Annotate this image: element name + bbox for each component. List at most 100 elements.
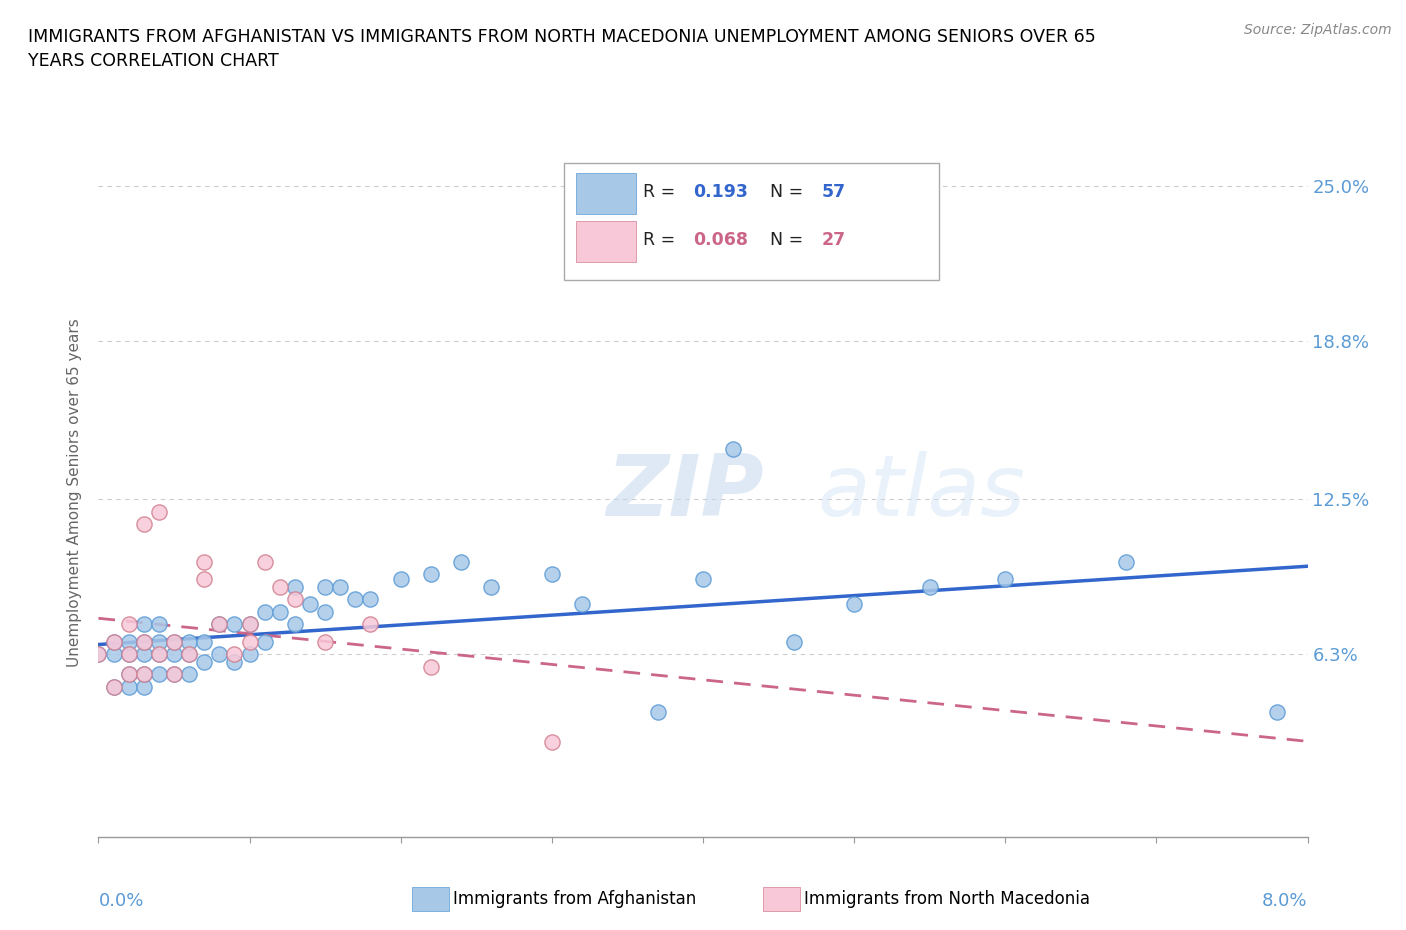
Point	[420, 566, 443, 581]
Point	[239, 634, 262, 649]
Point	[360, 591, 382, 606]
Point	[132, 634, 155, 649]
Point	[132, 667, 155, 682]
Point	[148, 647, 170, 662]
Point	[208, 617, 231, 631]
Point	[918, 579, 941, 594]
Point	[541, 735, 564, 750]
Point	[253, 554, 276, 569]
Point	[224, 655, 246, 670]
Point	[103, 680, 125, 695]
Point	[314, 604, 336, 619]
Point	[239, 617, 262, 631]
Point	[239, 647, 262, 662]
Point	[541, 566, 564, 581]
Point	[163, 634, 186, 649]
Point	[87, 647, 110, 662]
Point	[193, 572, 215, 587]
Text: atlas: atlas	[818, 451, 1026, 535]
Point	[179, 647, 201, 662]
Point	[179, 647, 201, 662]
Point	[163, 647, 186, 662]
Text: 0.193: 0.193	[693, 183, 748, 201]
Point	[224, 617, 246, 631]
Point	[148, 634, 170, 649]
Text: Source: ZipAtlas.com: Source: ZipAtlas.com	[1244, 23, 1392, 37]
Text: Immigrants from Afghanistan: Immigrants from Afghanistan	[453, 890, 696, 909]
Point	[148, 647, 170, 662]
Point	[389, 572, 412, 587]
Point	[103, 680, 125, 695]
Point	[844, 597, 866, 612]
Point	[481, 579, 503, 594]
Point	[179, 634, 201, 649]
Text: ZIP: ZIP	[606, 451, 763, 535]
Point	[253, 634, 276, 649]
Point	[148, 617, 170, 631]
Text: 8.0%: 8.0%	[1263, 892, 1308, 910]
Point	[179, 667, 201, 682]
Text: 0.068: 0.068	[693, 232, 748, 249]
Point	[132, 517, 155, 532]
Text: IMMIGRANTS FROM AFGHANISTAN VS IMMIGRANTS FROM NORTH MACEDONIA UNEMPLOYMENT AMON: IMMIGRANTS FROM AFGHANISTAN VS IMMIGRANT…	[28, 28, 1095, 70]
Point	[193, 634, 215, 649]
Point	[193, 554, 215, 569]
Point	[239, 617, 262, 631]
Point	[148, 504, 170, 519]
FancyBboxPatch shape	[576, 173, 637, 214]
Point	[118, 617, 141, 631]
Point	[118, 647, 141, 662]
Point	[118, 667, 141, 682]
Point	[450, 554, 472, 569]
Point	[163, 667, 186, 682]
Point	[1115, 554, 1137, 569]
Y-axis label: Unemployment Among Seniors over 65 years: Unemployment Among Seniors over 65 years	[67, 319, 83, 668]
Point	[299, 597, 322, 612]
Point	[118, 634, 141, 649]
Point	[103, 634, 125, 649]
Text: 0.0%: 0.0%	[98, 892, 143, 910]
FancyBboxPatch shape	[576, 221, 637, 262]
Text: N =: N =	[769, 183, 808, 201]
Point	[269, 604, 291, 619]
Point	[994, 572, 1017, 587]
Point	[103, 634, 125, 649]
Point	[208, 647, 231, 662]
Text: Immigrants from North Macedonia: Immigrants from North Macedonia	[804, 890, 1090, 909]
Text: N =: N =	[769, 232, 808, 249]
Point	[224, 647, 246, 662]
Point	[314, 634, 336, 649]
Point	[132, 680, 155, 695]
Point	[132, 617, 155, 631]
Point	[284, 579, 307, 594]
Text: 27: 27	[821, 232, 845, 249]
Point	[284, 617, 307, 631]
Point	[692, 572, 714, 587]
Point	[269, 579, 291, 594]
Point	[132, 647, 155, 662]
Text: R =: R =	[643, 232, 681, 249]
Point	[118, 680, 141, 695]
Point	[208, 617, 231, 631]
Point	[163, 634, 186, 649]
Point	[163, 667, 186, 682]
Text: 57: 57	[821, 183, 845, 201]
Point	[1267, 704, 1289, 719]
Point	[783, 634, 806, 649]
Point	[118, 667, 141, 682]
Point	[571, 597, 593, 612]
Point	[344, 591, 367, 606]
FancyBboxPatch shape	[564, 163, 939, 280]
Point	[87, 647, 110, 662]
Point	[253, 604, 276, 619]
Point	[360, 617, 382, 631]
Point	[647, 704, 669, 719]
Point	[132, 634, 155, 649]
Point	[132, 667, 155, 682]
Point	[420, 659, 443, 674]
Point	[118, 647, 141, 662]
Point	[723, 442, 745, 457]
Point	[329, 579, 352, 594]
Point	[193, 655, 215, 670]
Point	[148, 667, 170, 682]
